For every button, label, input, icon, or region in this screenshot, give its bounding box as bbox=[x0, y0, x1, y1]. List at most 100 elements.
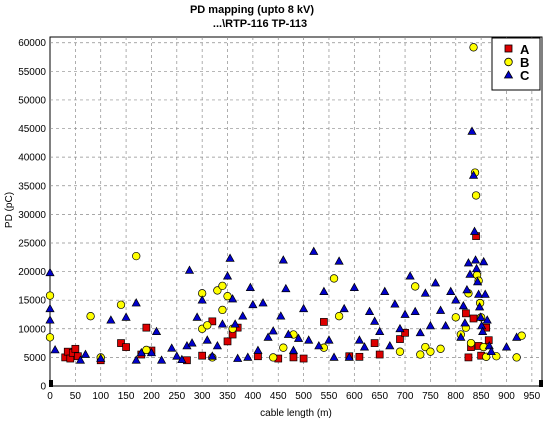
point-b bbox=[142, 345, 151, 355]
x-tick-label: 50 bbox=[70, 391, 82, 402]
legend-marker-c bbox=[503, 70, 514, 79]
point-c bbox=[121, 312, 131, 321]
legend-marker-a bbox=[504, 44, 513, 53]
point-c bbox=[278, 255, 288, 264]
point-a bbox=[375, 350, 384, 359]
point-c bbox=[106, 315, 116, 324]
y-tick-label: 35000 bbox=[18, 181, 46, 192]
x-tick-label: 450 bbox=[270, 391, 287, 402]
point-c bbox=[349, 282, 359, 291]
point-b bbox=[223, 292, 232, 301]
data-points bbox=[45, 43, 526, 365]
point-c bbox=[339, 303, 349, 313]
point-c bbox=[456, 332, 466, 341]
point-c bbox=[468, 170, 479, 179]
x-tick-label: 0 bbox=[47, 391, 53, 402]
point-c bbox=[258, 298, 268, 307]
point-c bbox=[385, 341, 395, 350]
point-c bbox=[354, 335, 364, 344]
point-c bbox=[184, 265, 195, 274]
point-c bbox=[276, 311, 286, 320]
point-c bbox=[370, 316, 380, 325]
point-b bbox=[45, 333, 55, 342]
y-tick-label: 0 bbox=[40, 382, 46, 393]
point-a bbox=[223, 337, 232, 346]
point-c bbox=[435, 305, 446, 314]
point-a bbox=[320, 318, 328, 326]
point-c bbox=[359, 342, 370, 351]
point-c bbox=[293, 333, 304, 342]
point-c bbox=[465, 269, 475, 278]
point-c bbox=[268, 326, 278, 335]
chart-subtitle: ...\RTP-116 TP-113 bbox=[213, 18, 307, 30]
point-c bbox=[177, 354, 187, 364]
point-c bbox=[222, 271, 233, 280]
point-c bbox=[131, 355, 141, 364]
point-c bbox=[324, 335, 334, 344]
chart-title: PD mapping (upto 8 kV) bbox=[190, 4, 314, 16]
point-c bbox=[172, 351, 182, 360]
y-tick-label: 30000 bbox=[18, 210, 46, 221]
legend: A B C bbox=[491, 37, 541, 91]
point-c bbox=[96, 353, 106, 362]
legend-label-a: A bbox=[520, 42, 530, 57]
point-c bbox=[319, 286, 329, 295]
point-c bbox=[329, 352, 339, 361]
point-b bbox=[45, 291, 55, 300]
point-c bbox=[479, 256, 489, 266]
point-c bbox=[167, 343, 177, 352]
point-c bbox=[474, 289, 484, 298]
point-c bbox=[243, 352, 253, 361]
point-c bbox=[228, 294, 238, 303]
point-a bbox=[299, 354, 308, 363]
point-c bbox=[482, 315, 492, 324]
point-b bbox=[466, 338, 476, 348]
point-c bbox=[364, 306, 375, 315]
point-c bbox=[472, 276, 483, 286]
point-c bbox=[131, 298, 141, 307]
point-c bbox=[45, 267, 55, 277]
point-c bbox=[136, 347, 146, 357]
point-c bbox=[476, 312, 486, 321]
x-tick-label: 600 bbox=[346, 391, 363, 402]
y-tick-label: 5000 bbox=[24, 353, 47, 364]
point-c bbox=[430, 278, 441, 287]
legend-marker-b bbox=[504, 57, 513, 67]
point-a bbox=[355, 352, 364, 361]
y-tick-label: 25000 bbox=[18, 238, 46, 249]
point-b bbox=[329, 274, 339, 283]
point-c bbox=[420, 288, 430, 297]
point-b bbox=[213, 286, 222, 295]
point-c bbox=[156, 355, 167, 364]
point-a bbox=[401, 328, 409, 337]
point-c bbox=[405, 271, 415, 280]
point-c bbox=[462, 284, 472, 294]
point-c bbox=[478, 326, 488, 335]
y-axis-label: PD (pC) bbox=[4, 192, 15, 228]
point-b bbox=[471, 191, 481, 200]
point-a bbox=[208, 317, 217, 326]
point-c bbox=[475, 302, 485, 311]
point-c bbox=[441, 321, 451, 330]
y-axis-ticks: 0 5000 10000 15000 20000 25000 30000 35000 40000… bbox=[18, 38, 46, 392]
point-c bbox=[458, 300, 468, 310]
point-b bbox=[436, 344, 445, 353]
point-a bbox=[117, 339, 125, 347]
point-c bbox=[470, 255, 481, 264]
x-tick-label: 250 bbox=[168, 391, 185, 402]
point-b bbox=[116, 300, 126, 309]
y-tick-label: 40000 bbox=[18, 153, 46, 164]
y-tick-label: 20000 bbox=[18, 267, 46, 278]
point-c bbox=[501, 342, 512, 351]
point-c bbox=[334, 256, 344, 265]
axis-end-marker-left bbox=[49, 380, 53, 387]
point-c bbox=[45, 315, 55, 324]
point-a bbox=[464, 353, 473, 362]
point-c bbox=[230, 319, 240, 328]
x-tick-label: 150 bbox=[118, 391, 135, 402]
x-tick-label: 200 bbox=[143, 391, 160, 402]
point-c bbox=[344, 352, 354, 361]
point-b bbox=[218, 281, 227, 291]
point-c bbox=[471, 263, 482, 273]
point-c bbox=[304, 335, 314, 344]
